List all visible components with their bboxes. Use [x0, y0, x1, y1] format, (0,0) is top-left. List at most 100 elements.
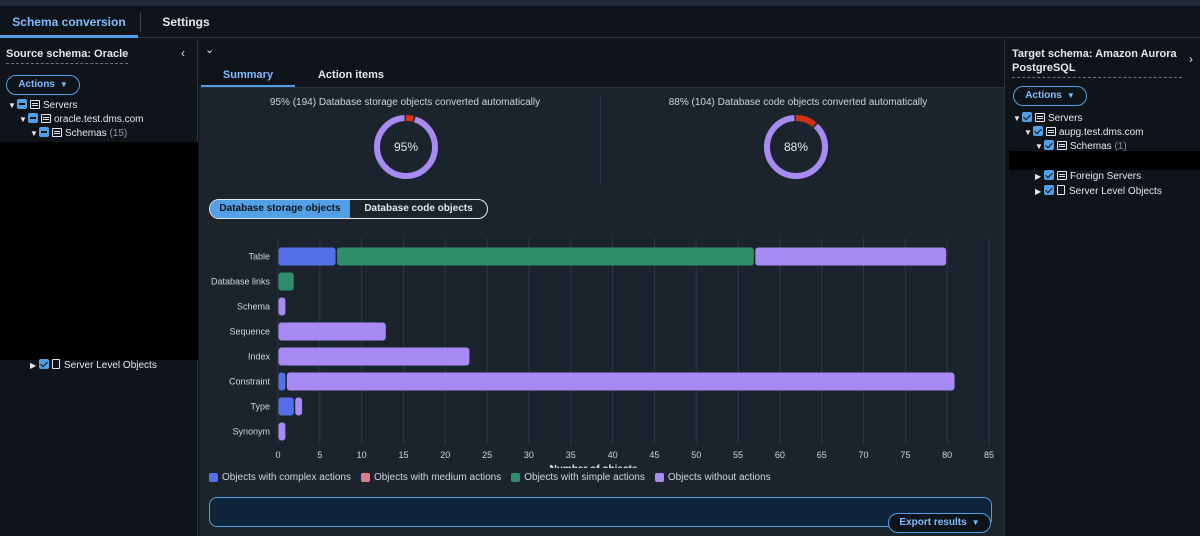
object-type-toggle: Database storage objects Database code o…: [209, 199, 488, 219]
collapse-left-icon[interactable]: ‹: [181, 46, 185, 60]
tab-separator: [140, 12, 141, 32]
target-actions-button[interactable]: Actions ▼: [1013, 86, 1087, 106]
storage-donut: 95%: [374, 115, 438, 179]
checkbox-icon[interactable]: [1022, 112, 1032, 122]
expand-down-icon[interactable]: ▼: [19, 115, 27, 124]
expand-right-icon[interactable]: ▶: [30, 361, 37, 370]
actions-label: Actions: [1025, 90, 1062, 101]
bar-segment: [278, 397, 294, 416]
donut-separator: [600, 96, 601, 184]
x-tick-label: 70: [859, 450, 869, 460]
expand-down-icon[interactable]: ▼: [1035, 142, 1043, 151]
caret-down-icon: ▼: [1066, 91, 1075, 100]
x-tick-label: 80: [942, 450, 952, 460]
legend-swatch: [360, 473, 370, 482]
checkbox-icon[interactable]: [39, 127, 49, 137]
export-results-button[interactable]: Export results ▼: [888, 513, 991, 533]
tree-label: oracle.test.dms.com: [54, 114, 144, 125]
tab-schema-conversion[interactable]: Schema conversion: [0, 6, 138, 38]
expand-right-panel-icon[interactable]: ›: [1189, 52, 1193, 66]
storage-objects-chart: 0 5 10 15 20 25 30 35 40 45 50 55 60 65 70 75 80 85 Table D…: [211, 238, 994, 468]
source-actions-button[interactable]: Actions ▼: [6, 75, 80, 95]
x-tick-label: 45: [649, 450, 659, 460]
x-tick-label: 10: [357, 450, 367, 460]
schemas-icon: [1057, 141, 1067, 150]
export-label: Export results: [899, 517, 967, 528]
schemas-icon: [52, 128, 62, 137]
expand-right-icon[interactable]: ▶: [1035, 187, 1042, 196]
x-tick-label: 5: [317, 450, 322, 460]
storage-donut-converted: [374, 115, 438, 179]
expand-down-icon[interactable]: ▼: [30, 129, 38, 138]
chevron-down-icon[interactable]: ⌄: [205, 44, 215, 56]
tree-label: Schemas: [1070, 141, 1112, 152]
code-caption: 88% (104) Database code objects converte…: [668, 97, 928, 108]
tree-item-host[interactable]: ▼ oracle.test.dms.com: [19, 113, 143, 127]
summary-panel: ⌄ Summary Action items 95% (194) Databas…: [199, 39, 1004, 536]
redacted-area: [0, 142, 198, 360]
source-panel-title: Source schema: Oracle: [6, 47, 129, 64]
bar-segment: [337, 247, 754, 266]
document-icon: [1057, 185, 1065, 195]
tree-item-schemas[interactable]: ▼ Schemas (1): [1035, 140, 1127, 154]
tree-item-schemas[interactable]: ▼ Schemas (15): [30, 127, 127, 141]
legend-item: Objects without actions: [654, 472, 771, 483]
servers-icon: [30, 100, 40, 109]
x-tick-label: 65: [817, 450, 827, 460]
tree-label: Servers: [43, 100, 78, 111]
tree-label: Server Level Objects: [1069, 186, 1162, 197]
tree-item-host[interactable]: ▼ aupg.test.dms.com: [1024, 126, 1143, 140]
expand-down-icon[interactable]: ▼: [1024, 128, 1032, 137]
tab-divider: [199, 87, 1004, 88]
document-icon: [52, 359, 60, 369]
expand-down-icon[interactable]: ▼: [1013, 114, 1021, 123]
tree-item-server-level-objects[interactable]: ▶ Server Level Objects: [1035, 185, 1162, 199]
category-label: Type: [250, 402, 270, 412]
tree-item-foreign-servers[interactable]: ▶ Foreign Servers: [1035, 170, 1141, 184]
schema-count: (15): [109, 128, 128, 139]
bar-segment: [278, 247, 336, 266]
bar-segment: [278, 422, 286, 441]
legend-swatch: [511, 473, 521, 482]
chart-legend: Objects with complex actions Objects with…: [209, 472, 771, 483]
category-label: Database links: [211, 277, 271, 287]
checkbox-icon[interactable]: [1033, 126, 1043, 136]
x-tick-label: 55: [733, 450, 743, 460]
tab-summary[interactable]: Summary: [201, 65, 295, 87]
bar-segment: [286, 372, 955, 391]
checkbox-icon[interactable]: [1044, 170, 1054, 180]
source-schema-panel: Source schema: Oracle ‹ Actions ▼ ▼ Server…: [0, 39, 198, 536]
legend-item: Objects with complex actions: [209, 472, 351, 483]
bar-segment: [278, 347, 470, 366]
bar-segment: [278, 372, 286, 391]
tree-item-server-level-objects[interactable]: ▶ Server Level Objects: [30, 359, 157, 373]
tab-action-items[interactable]: Action items: [317, 69, 384, 81]
x-tick-label: 85: [984, 450, 994, 460]
servers-icon: [1035, 113, 1045, 122]
tree-item-servers[interactable]: ▼ Servers: [8, 99, 77, 113]
checkbox-icon[interactable]: [1044, 140, 1054, 150]
checkbox-icon[interactable]: [1044, 185, 1054, 195]
tab-settings[interactable]: Settings: [162, 15, 210, 29]
legend-label: Objects with simple actions: [524, 472, 645, 483]
storage-donut-label: 95%: [394, 140, 418, 154]
tree-label: Servers: [1048, 113, 1083, 124]
checkbox-icon[interactable]: [28, 113, 38, 123]
toggle-storage-objects[interactable]: Database storage objects: [210, 200, 350, 218]
target-schema-panel: Target schema: Amazon Aurora PostgreSQL …: [1004, 39, 1200, 536]
x-tick-label: 60: [775, 450, 785, 460]
toggle-code-objects[interactable]: Database code objects: [364, 203, 473, 214]
tree-item-servers[interactable]: ▼ Servers: [1013, 112, 1082, 126]
x-tick-label: 40: [608, 450, 618, 460]
checkbox-icon[interactable]: [39, 359, 49, 369]
x-tick-label: 25: [482, 450, 492, 460]
legend-label: Objects with medium actions: [373, 472, 502, 483]
schema-count: (1): [1114, 141, 1127, 152]
expand-right-icon[interactable]: ▶: [1035, 172, 1042, 181]
x-tick-label: 75: [900, 450, 910, 460]
category-label: Table: [248, 252, 270, 262]
bar-segment: [295, 397, 303, 416]
expand-down-icon[interactable]: ▼: [8, 101, 16, 110]
checkbox-icon[interactable]: [17, 99, 27, 109]
tree-label: aupg.test.dms.com: [1059, 127, 1144, 138]
